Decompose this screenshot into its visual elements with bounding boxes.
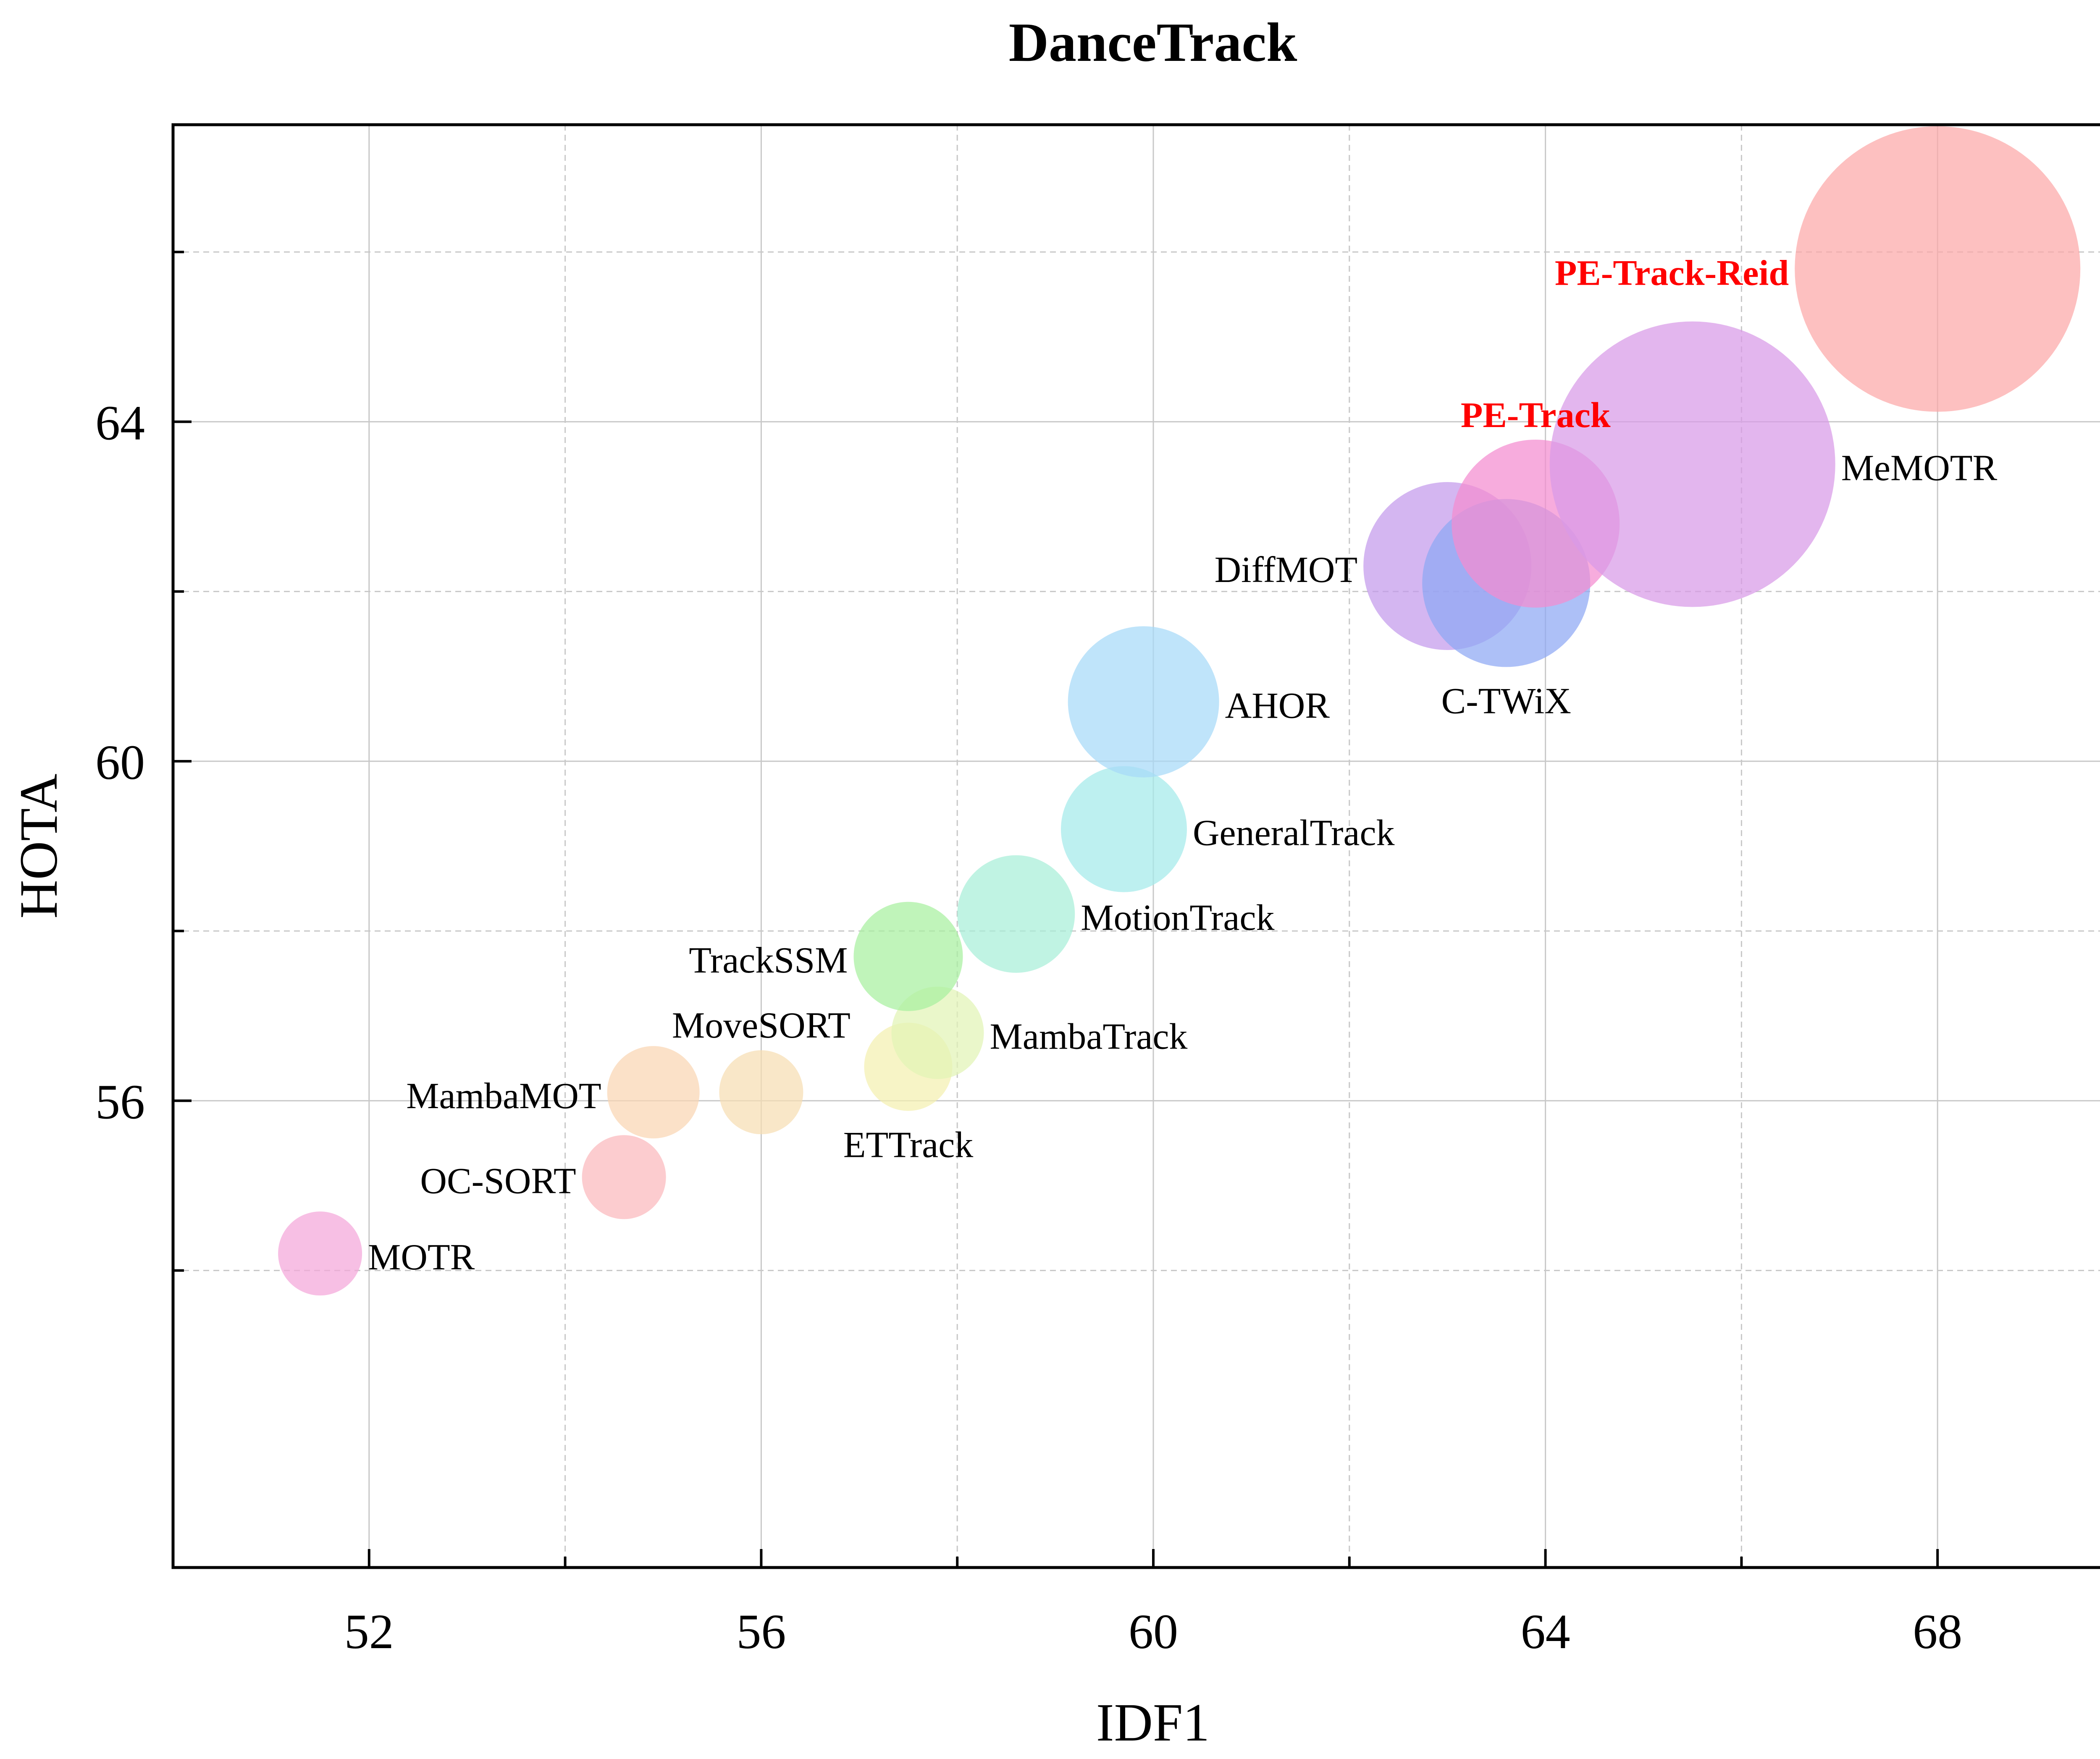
x-tick-label: 52 xyxy=(344,1604,394,1659)
x-tick-label: 56 xyxy=(736,1604,786,1659)
bubble-label: MambaTrack xyxy=(990,1017,1188,1057)
bubble-label: ETTrack xyxy=(843,1125,974,1166)
y-tick-label: 64 xyxy=(95,395,145,450)
bubble-labels: MOTR OC-SORT MambaMOT MoveSORT ETTrack MambaT… xyxy=(368,253,1997,1278)
bubble-label: DiffMOT xyxy=(1215,550,1358,590)
bubble-pe-track-reid xyxy=(1795,126,2081,412)
bubble-label: OC-SORT xyxy=(420,1161,576,1201)
chart-title: DanceTrack xyxy=(1009,11,1297,73)
bubble-ahor xyxy=(1068,626,1219,778)
y-tick-label: 60 xyxy=(95,735,145,790)
y-axis-label: HOTA xyxy=(9,773,68,918)
bubble-mambamot xyxy=(607,1046,700,1139)
bubble-label: C-TWiX xyxy=(1441,681,1571,721)
bubble-label: MoveSORT xyxy=(672,1005,850,1046)
y-tick-label: 56 xyxy=(95,1074,145,1129)
bubble-motr xyxy=(278,1211,362,1296)
bubble-trackssm xyxy=(853,902,963,1011)
bubble-label: GeneralTrack xyxy=(1193,813,1395,854)
x-tick-label: 60 xyxy=(1129,1604,1178,1659)
bubbles xyxy=(278,126,2081,1296)
bubble-memotr xyxy=(1549,321,1835,607)
bubble-label: MotionTrack xyxy=(1081,898,1274,938)
bubble-generaltrack xyxy=(1060,766,1187,892)
axis-ticks: 52 56 60 64 68 56 60 64 xyxy=(95,251,1962,1659)
bubble-oc-sort xyxy=(582,1135,666,1219)
bubble-label: TrackSSM xyxy=(689,940,848,981)
x-tick-label: 68 xyxy=(1913,1604,1962,1659)
bubble-label: MOTR xyxy=(368,1237,475,1278)
x-axis-label: IDF1 xyxy=(1096,1693,1210,1752)
bubble-motiontrack xyxy=(957,855,1075,973)
bubble-movesort xyxy=(719,1050,803,1135)
bubble-label: MambaMOT xyxy=(406,1076,601,1117)
bubble-label: AHOR xyxy=(1225,685,1330,726)
bubble-label: PE-Track-Reid xyxy=(1555,253,1789,293)
bubble-label: PE-Track xyxy=(1461,395,1611,435)
x-tick-label: 64 xyxy=(1521,1604,1570,1659)
bubble-label: MeMOTR xyxy=(1841,448,1998,488)
